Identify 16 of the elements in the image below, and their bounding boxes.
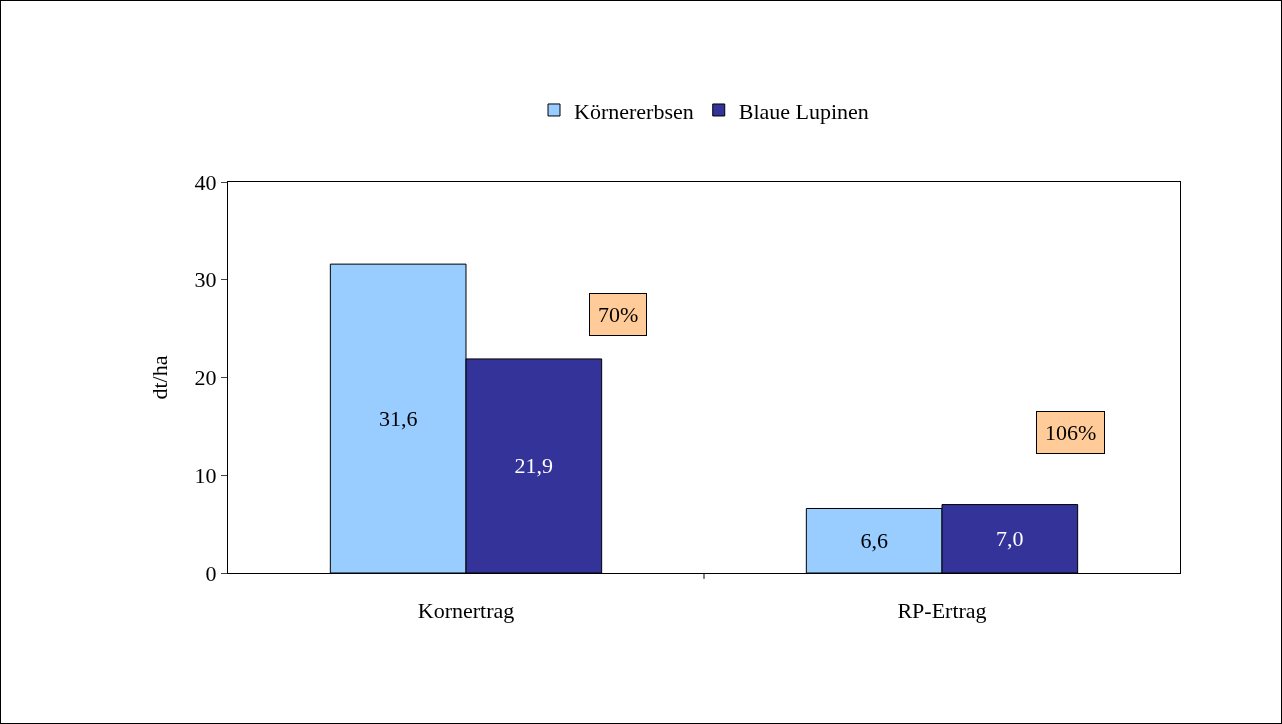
y-axis-title: dt/ha bbox=[147, 355, 173, 400]
y-tick-label: 40 bbox=[194, 169, 217, 195]
annotation: 106% bbox=[1045, 420, 1097, 445]
y-tick-label: 10 bbox=[194, 462, 217, 488]
data-label: 7,0 bbox=[996, 526, 1024, 552]
x-tick-label: Kornertrag bbox=[417, 598, 515, 624]
data-label: 21,9 bbox=[514, 453, 554, 479]
y-tick-label: 0 bbox=[205, 560, 217, 586]
y-tick-label: 30 bbox=[194, 267, 217, 293]
data-label: 6,6 bbox=[860, 528, 888, 554]
annotation: 70% bbox=[598, 302, 639, 327]
x-tick-label: RP-Ertrag bbox=[897, 598, 987, 624]
y-tick-label: 20 bbox=[194, 365, 217, 391]
legend-label: Körnererbsen bbox=[574, 98, 694, 124]
data-label: 31,6 bbox=[378, 406, 418, 432]
legend-label: Blaue Lupinen bbox=[738, 98, 869, 124]
